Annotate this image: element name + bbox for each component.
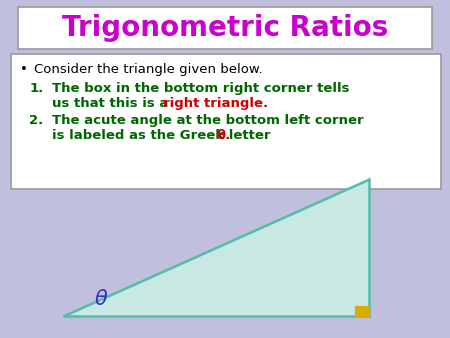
Bar <box>356 307 369 316</box>
Text: θ.: θ. <box>216 129 230 142</box>
Text: 2.: 2. <box>29 114 44 127</box>
Polygon shape <box>63 179 369 316</box>
Text: Consider the triangle given below.: Consider the triangle given below. <box>34 63 262 76</box>
Text: right triangle.: right triangle. <box>163 97 269 110</box>
FancyBboxPatch shape <box>18 7 432 49</box>
Text: $\theta$: $\theta$ <box>94 289 108 309</box>
Text: us that this is a: us that this is a <box>52 97 173 110</box>
Text: The acute angle at the bottom left corner: The acute angle at the bottom left corne… <box>52 114 364 127</box>
Text: Trigonometric Ratios: Trigonometric Ratios <box>62 14 388 42</box>
Text: The box in the bottom right corner tells: The box in the bottom right corner tells <box>52 82 349 95</box>
Text: 1.: 1. <box>29 82 44 95</box>
Text: is labeled as the Greek letter: is labeled as the Greek letter <box>52 129 275 142</box>
FancyBboxPatch shape <box>11 54 441 189</box>
Text: •: • <box>20 63 28 76</box>
